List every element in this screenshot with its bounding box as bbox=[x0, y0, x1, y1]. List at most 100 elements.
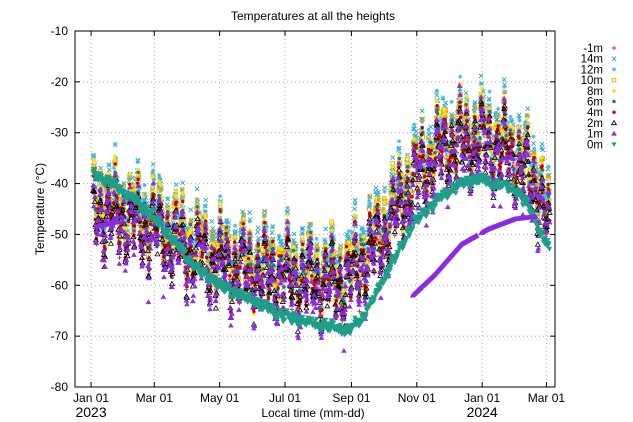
point-6m bbox=[337, 259, 342, 263]
point-8m bbox=[260, 264, 265, 270]
point-12m bbox=[125, 228, 131, 233]
point-12m bbox=[546, 164, 551, 169]
point-8m bbox=[127, 172, 133, 178]
point-14m bbox=[478, 73, 484, 79]
point-14m bbox=[164, 202, 170, 208]
point-12m bbox=[126, 215, 131, 220]
point-12m bbox=[355, 248, 360, 253]
point--1m bbox=[393, 225, 398, 230]
point-6m bbox=[397, 156, 401, 161]
point-12m bbox=[157, 172, 162, 178]
point-12m bbox=[143, 191, 148, 196]
point-10m bbox=[194, 198, 200, 203]
point-12m bbox=[508, 114, 513, 119]
point-6m bbox=[309, 230, 313, 235]
point-10m bbox=[210, 237, 215, 243]
point-12m bbox=[368, 201, 373, 206]
point-12m bbox=[179, 195, 184, 200]
point-12m bbox=[203, 209, 208, 214]
point-10m bbox=[426, 135, 431, 140]
point-12m bbox=[328, 253, 333, 258]
point-8m bbox=[113, 163, 119, 169]
point-12m bbox=[496, 106, 501, 111]
point-12m bbox=[342, 281, 348, 286]
point-12m bbox=[429, 146, 434, 151]
point-12m bbox=[231, 254, 236, 260]
point-12m bbox=[307, 226, 312, 231]
point-6m bbox=[362, 242, 366, 247]
point-14m bbox=[203, 197, 209, 203]
point-14m bbox=[188, 207, 194, 213]
point-8m bbox=[179, 200, 185, 206]
point-10m bbox=[546, 176, 551, 181]
point-12m bbox=[345, 235, 350, 240]
point-12m bbox=[517, 118, 522, 123]
point-10m bbox=[158, 186, 164, 192]
point-12m bbox=[361, 237, 366, 242]
point-12m bbox=[516, 132, 521, 137]
point-6m bbox=[315, 248, 319, 252]
point-12m bbox=[468, 168, 473, 173]
point-12m bbox=[193, 233, 199, 238]
point-12m bbox=[153, 204, 158, 209]
point-6m bbox=[224, 225, 229, 230]
point-12m bbox=[299, 239, 304, 244]
point-8m bbox=[233, 257, 239, 263]
point-12m bbox=[145, 227, 150, 232]
point-12m bbox=[532, 146, 537, 151]
point-14m bbox=[434, 92, 440, 98]
point-6m bbox=[359, 238, 363, 242]
point-14m bbox=[539, 141, 545, 147]
point-12m bbox=[259, 257, 264, 262]
point-12m bbox=[437, 118, 442, 123]
point-8m bbox=[112, 157, 118, 163]
point-12m bbox=[440, 96, 446, 101]
point-10m bbox=[299, 234, 305, 240]
point-8m bbox=[196, 212, 202, 218]
point-12m bbox=[403, 177, 408, 182]
point-12m bbox=[504, 131, 509, 136]
point-12m bbox=[233, 223, 238, 228]
point-8m bbox=[96, 196, 102, 201]
point-10m bbox=[337, 245, 343, 251]
point-12m bbox=[197, 219, 202, 224]
point-8m bbox=[125, 231, 131, 237]
point-6m bbox=[435, 107, 439, 112]
point-12m bbox=[402, 180, 408, 186]
point-8m bbox=[260, 269, 266, 275]
point-12m bbox=[107, 162, 112, 168]
point-12m bbox=[101, 206, 106, 211]
point-12m bbox=[537, 172, 542, 177]
point-14m bbox=[247, 209, 253, 215]
point-12m bbox=[435, 105, 440, 110]
point-12m bbox=[225, 217, 230, 223]
point-10m bbox=[367, 193, 372, 199]
point-12m bbox=[367, 198, 372, 203]
point-12m bbox=[517, 115, 522, 120]
point-12m bbox=[280, 250, 285, 255]
point-12m bbox=[343, 253, 348, 258]
point-12m bbox=[493, 113, 498, 118]
point-12m bbox=[449, 99, 454, 104]
point-12m bbox=[264, 224, 269, 230]
point-12m bbox=[525, 114, 530, 119]
point-12m bbox=[364, 245, 370, 251]
point-10m bbox=[188, 217, 194, 223]
point-12m bbox=[502, 90, 507, 95]
point-12m bbox=[525, 113, 530, 118]
point-12m bbox=[412, 122, 417, 127]
point-8m bbox=[185, 267, 190, 273]
point-12m bbox=[153, 205, 158, 210]
point-6m bbox=[189, 222, 193, 227]
point-12m bbox=[100, 209, 105, 215]
point-12m bbox=[195, 197, 200, 202]
point-10m bbox=[502, 89, 507, 95]
point-12m bbox=[133, 189, 138, 195]
point-12m bbox=[165, 196, 170, 201]
point-12m bbox=[314, 236, 319, 241]
point-12m bbox=[185, 241, 191, 246]
point-12m bbox=[510, 118, 515, 123]
point-12m bbox=[247, 219, 252, 224]
point-12m bbox=[435, 88, 440, 93]
point-14m bbox=[285, 209, 291, 215]
